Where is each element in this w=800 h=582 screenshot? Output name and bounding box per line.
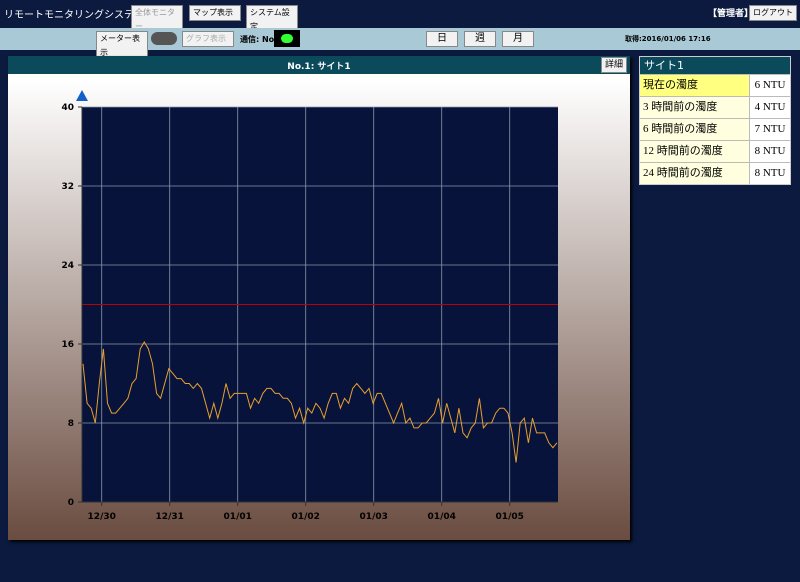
- comm-icon: [274, 30, 300, 47]
- x-tick-label: 01/01: [224, 512, 252, 522]
- x-tick-label: 01/02: [292, 512, 320, 522]
- app-title: リモートモニタリングシステム: [4, 10, 144, 21]
- turbidity-label: 6 時間前の濁度: [640, 119, 750, 140]
- side-row: 3 時間前の濁度 4 NTU: [640, 96, 790, 118]
- turbidity-value: 6 NTU: [750, 75, 790, 96]
- y-tick-label: 0: [68, 498, 74, 508]
- acquired-time: 取得:2016/01/06 17:16: [625, 35, 711, 43]
- toggle[interactable]: [151, 32, 177, 45]
- turbidity-value: 7 NTU: [750, 119, 790, 140]
- panel-header: No.1: サイト1 詳細: [8, 56, 630, 74]
- side-row: 現在の濁度 6 NTU: [640, 74, 790, 96]
- turbidity-label: 3 時間前の濁度: [640, 97, 750, 118]
- y-tick-label: 40: [61, 103, 74, 113]
- comm-led: [281, 34, 293, 43]
- role: 【管理者】: [708, 9, 754, 19]
- x-tick-label: 12/31: [156, 512, 184, 522]
- detail-button[interactable]: 詳細: [601, 57, 628, 73]
- top-bar: リモートモニタリングシステム 全体モニター マップ表示 システム設定 【管理者】…: [0, 0, 800, 35]
- y-tick-label: 16: [61, 340, 74, 350]
- y-tick-label: 32: [61, 182, 74, 192]
- period-button[interactable]: 日: [426, 31, 458, 47]
- turbidity-value: 8 NTU: [750, 163, 790, 184]
- turbidity-label: 24 時間前の濁度: [640, 163, 750, 184]
- x-tick-label: 12/30: [88, 512, 116, 522]
- chart: 0 8 16 24 32 40 12/30 12/31 01/01 01/02 01/03 01/04…: [61, 90, 558, 522]
- graph-button[interactable]: グラフ表示: [182, 31, 234, 47]
- turbidity-label: 現在の濁度: [640, 75, 750, 96]
- side-row: 12 時間前の濁度 8 NTU: [640, 140, 790, 162]
- turbidity-label: 12 時間前の濁度: [640, 141, 750, 162]
- x-tick-label: 01/03: [360, 512, 388, 522]
- y-tick-label: 24: [61, 261, 74, 271]
- turbidity-value: 4 NTU: [750, 97, 790, 118]
- side-row: 6 時間前の濁度 7 NTU: [640, 118, 790, 140]
- comm-label: 通信: No.1: [240, 35, 283, 44]
- x-tick-label: 01/04: [428, 512, 456, 522]
- y-axis-arrow: [76, 90, 88, 101]
- chart-panel: No.1: サイト1 詳細 0 8 16 24 32 40 12/30 12/31 01/01 0…: [8, 56, 630, 540]
- turbidity-value: 8 NTU: [750, 141, 790, 162]
- y-tick-label: 8: [68, 419, 74, 429]
- period-button[interactable]: 月: [502, 31, 534, 47]
- side-panel: サイト1 現在の濁度 6 NTU 3 時間前の濁度 4 NTU 6 時間前の濁度 7 NT…: [639, 56, 791, 185]
- chart-title: No.1: サイト1: [287, 62, 351, 72]
- logout-button[interactable]: ログアウト: [749, 5, 797, 21]
- side-row: 24 時間前の濁度 8 NTU: [640, 162, 790, 184]
- x-tick-label: 01/05: [496, 512, 524, 522]
- toolbar: メーター表示 グラフ表示 通信: No.1 日 週 月 取得:2016/01/0…: [0, 28, 800, 61]
- nav-button[interactable]: マップ表示: [189, 5, 241, 21]
- period-button[interactable]: 週: [464, 31, 496, 47]
- side-title: サイト1: [640, 57, 790, 74]
- side-rows: 現在の濁度 6 NTU 3 時間前の濁度 4 NTU 6 時間前の濁度 7 NTU 12 時…: [640, 74, 790, 184]
- data-line: [82, 341, 558, 463]
